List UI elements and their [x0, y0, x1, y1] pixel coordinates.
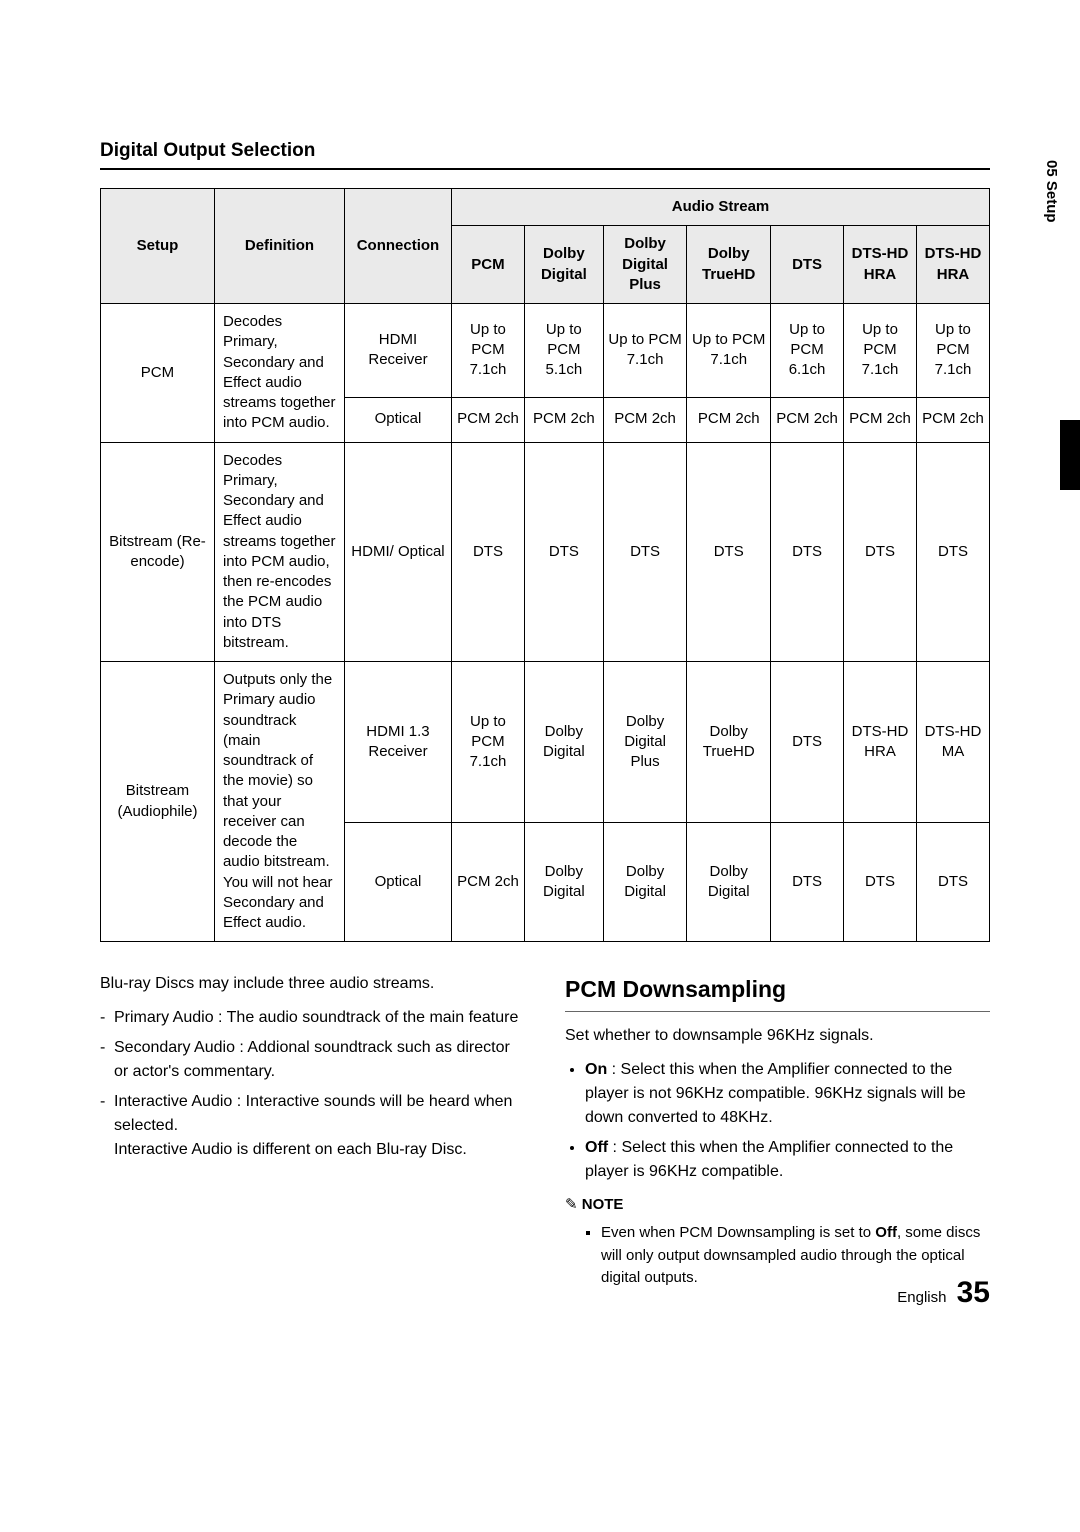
cell: DTS — [451, 442, 524, 662]
table-row: Bitstream (Audiophile) Outputs only the … — [101, 662, 990, 823]
audio-streams-list: Primary Audio : The audio soundtrack of … — [100, 1006, 525, 1162]
cell: DTS — [771, 823, 844, 942]
th-col: DTS-HD HRA — [844, 226, 917, 304]
cell: Dolby Digital — [687, 823, 771, 942]
page-footer: English 35 — [897, 1276, 990, 1310]
cell: PCM 2ch — [603, 397, 687, 442]
cell: PCM 2ch — [451, 823, 524, 942]
note-bold: Off — [875, 1224, 897, 1241]
cell: DTS — [524, 442, 603, 662]
cell: DTS — [844, 442, 917, 662]
cell: Up to PCM 7.1ch — [916, 304, 989, 398]
cell: DTS — [916, 823, 989, 942]
th-setup: Setup — [101, 189, 215, 304]
th-col: Dolby TrueHD — [687, 226, 771, 304]
side-tab: 05 Setup — [1043, 160, 1060, 223]
cell-definition: Decodes Primary, Secondary and Effect au… — [214, 304, 344, 443]
footer-lang: English — [897, 1289, 946, 1306]
footer-page-number: 35 — [957, 1276, 990, 1309]
th-audiostream: Audio Stream — [451, 189, 989, 226]
cell: DTS — [771, 442, 844, 662]
list-item: On : Select this when the Amplifier conn… — [585, 1058, 990, 1130]
cell-setup: PCM — [101, 304, 215, 443]
option-on-label: On — [585, 1061, 607, 1078]
cell: Up to PCM 7.1ch — [451, 662, 524, 823]
th-connection: Connection — [344, 189, 451, 304]
option-off-text: : Select this when the Amplifier connect… — [585, 1139, 953, 1180]
cell: PCM 2ch — [844, 397, 917, 442]
cell: DTS — [844, 823, 917, 942]
pcm-options-list: On : Select this when the Amplifier conn… — [565, 1058, 990, 1184]
cell: Up to PCM 6.1ch — [771, 304, 844, 398]
cell: PCM 2ch — [524, 397, 603, 442]
note-label: NOTE — [582, 1196, 624, 1213]
cell-conn: HDMI Receiver — [344, 304, 451, 398]
cell: DTS-HD HRA — [844, 662, 917, 823]
cell: Dolby Digital — [603, 823, 687, 942]
pcm-downsampling-title: PCM Downsampling — [565, 972, 990, 1012]
cell: DTS — [603, 442, 687, 662]
digital-output-table: Setup Definition Connection Audio Stream… — [100, 188, 990, 942]
left-intro: Blu-ray Discs may include three audio st… — [100, 972, 525, 996]
cell: PCM 2ch — [451, 397, 524, 442]
cell-setup: Bitstream (Re-encode) — [101, 442, 215, 662]
cell: DTS — [687, 442, 771, 662]
cell: Dolby Digital — [524, 823, 603, 942]
list-item: Off : Select this when the Amplifier con… — [585, 1136, 990, 1184]
cell-definition: Decodes Primary, Secondary and Effect au… — [214, 442, 344, 662]
cell-definition: Outputs only the Primary audio soundtrac… — [214, 662, 344, 942]
cell-conn: HDMI/ Optical — [344, 442, 451, 662]
thumb-tab — [1060, 420, 1080, 490]
list-item: Primary Audio : The audio soundtrack of … — [114, 1006, 525, 1030]
table-row: PCM Decodes Primary, Secondary and Effec… — [101, 304, 990, 398]
pcm-intro: Set whether to downsample 96KHz signals. — [565, 1024, 990, 1048]
cell: PCM 2ch — [771, 397, 844, 442]
th-definition: Definition — [214, 189, 344, 304]
th-col: DTS — [771, 226, 844, 304]
cell: Dolby Digital — [524, 662, 603, 823]
cell-setup: Bitstream (Audiophile) — [101, 662, 215, 942]
cell: DTS — [916, 442, 989, 662]
left-column: Blu-ray Discs may include three audio st… — [100, 972, 525, 1290]
cell: Up to PCM 7.1ch — [451, 304, 524, 398]
th-col: Dolby Digital Plus — [603, 226, 687, 304]
cell: DTS — [771, 662, 844, 823]
cell-conn: HDMI 1.3 Receiver — [344, 662, 451, 823]
right-column: PCM Downsampling Set whether to downsamp… — [565, 972, 990, 1290]
cell: Dolby Digital Plus — [603, 662, 687, 823]
cell: Up to PCM 5.1ch — [524, 304, 603, 398]
th-col: DTS-HD HRA — [916, 226, 989, 304]
section-title: Digital Output Selection — [100, 140, 990, 170]
cell: Dolby TrueHD — [687, 662, 771, 823]
cell: Up to PCM 7.1ch — [844, 304, 917, 398]
th-col: Dolby Digital — [524, 226, 603, 304]
list-item: Secondary Audio : Addional soundtrack su… — [114, 1036, 525, 1084]
cell: DTS-HD MA — [916, 662, 989, 823]
cell-conn: Optical — [344, 397, 451, 442]
list-item: Interactive Audio : Interactive sounds w… — [114, 1090, 525, 1162]
cell: PCM 2ch — [687, 397, 771, 442]
cell: PCM 2ch — [916, 397, 989, 442]
note-heading: NOTE — [565, 1194, 990, 1217]
option-on-text: : Select this when the Amplifier connect… — [585, 1061, 966, 1126]
cell-conn: Optical — [344, 823, 451, 942]
note-part1: Even when PCM Downsampling is set to — [601, 1224, 875, 1241]
cell: Up to PCM 7.1ch — [603, 304, 687, 398]
option-off-label: Off — [585, 1139, 608, 1156]
table-row: Bitstream (Re-encode) Decodes Primary, S… — [101, 442, 990, 662]
cell: Up to PCM 7.1ch — [687, 304, 771, 398]
th-col: PCM — [451, 226, 524, 304]
